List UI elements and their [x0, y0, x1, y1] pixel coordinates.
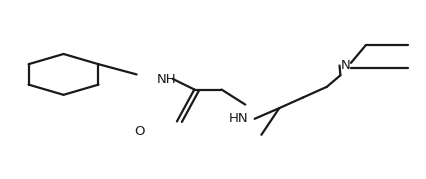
Text: HN: HN	[229, 112, 249, 125]
Text: O: O	[135, 125, 145, 138]
Text: N: N	[341, 59, 351, 72]
Text: NH: NH	[157, 73, 176, 86]
